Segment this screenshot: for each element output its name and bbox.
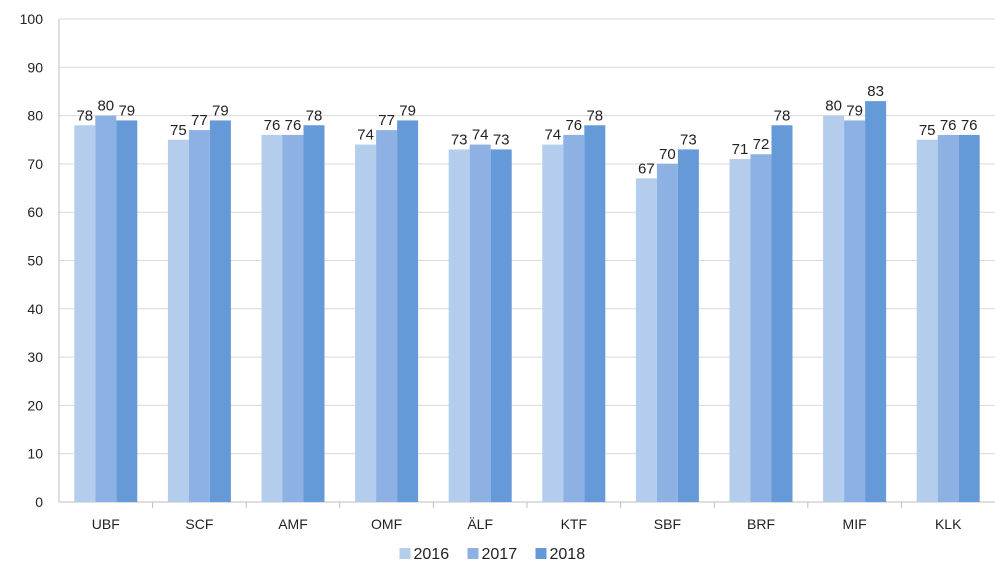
x-tick-label: SBF — [654, 516, 681, 532]
legend-swatch-2017 — [467, 548, 479, 559]
data-label: 74 — [357, 127, 374, 144]
x-tick-label: MIF — [843, 516, 867, 532]
bar-2018-KTF — [584, 125, 606, 502]
data-label: 71 — [732, 141, 749, 158]
bar-2018-BRF — [771, 125, 793, 502]
bar-2016-MIF — [823, 115, 845, 502]
legend-label: 2016 — [414, 546, 450, 563]
bar-2017-KTF — [563, 134, 585, 503]
legend: 2016 2017 2018 — [399, 546, 586, 563]
data-label: 74 — [544, 127, 561, 144]
data-label: 79 — [399, 102, 416, 119]
bar-2018-UBF — [116, 120, 138, 503]
axes: 0 10 20 30 40 50 60 70 80 90 100 UBF SCF AMF OMF ÄLF KTF… — [20, 11, 995, 532]
data-label: 76 — [565, 117, 582, 134]
data-label: 67 — [638, 160, 655, 177]
bar-2018-MIF — [865, 101, 887, 503]
x-tick-label: ÄLF — [467, 516, 493, 532]
bar-2016-UBF — [74, 125, 96, 502]
y-tick-label: 100 — [20, 11, 44, 27]
y-tick-label: 60 — [27, 204, 43, 220]
data-label: 76 — [285, 117, 302, 134]
data-label: 79 — [118, 102, 135, 119]
x-tick-label: KLK — [935, 516, 962, 532]
data-label: 76 — [264, 117, 281, 134]
y-tick-label: 0 — [35, 494, 43, 510]
data-label: 77 — [378, 112, 395, 129]
legend-swatch-2016 — [399, 548, 411, 559]
bar-2018-ÄLF — [490, 149, 512, 502]
bar-2016-ÄLF — [448, 149, 470, 502]
bar-2018-OMF — [397, 120, 419, 503]
legend-swatch-2018 — [535, 548, 547, 559]
x-tick-label: BRF — [747, 516, 775, 532]
data-label: 70 — [659, 146, 676, 163]
bar-2016-SBF — [635, 178, 657, 502]
y-tick-label: 30 — [27, 349, 43, 365]
y-tick-label: 70 — [27, 156, 43, 172]
y-tick-label: 40 — [27, 301, 43, 317]
bar-2016-SCF — [167, 139, 189, 502]
bar-2018-AMF — [303, 125, 325, 502]
data-label: 83 — [867, 83, 884, 100]
data-label: 73 — [680, 131, 697, 148]
bar-2016-KTF — [542, 144, 564, 502]
data-label: 73 — [451, 131, 468, 148]
data-label: 74 — [472, 127, 489, 144]
data-label: 78 — [306, 107, 323, 124]
bar-2016-AMF — [261, 134, 283, 503]
y-tick-label: 80 — [27, 108, 43, 124]
bar-2017-KLK — [937, 134, 959, 503]
legend-label: 2018 — [550, 546, 586, 563]
data-label: 79 — [846, 102, 863, 119]
data-label: 78 — [76, 107, 93, 124]
bar-2017-BRF — [750, 154, 772, 503]
data-label: 75 — [170, 122, 187, 139]
bar-2018-SCF — [209, 120, 231, 503]
data-label: 75 — [919, 122, 936, 139]
bar-2016-BRF — [729, 159, 751, 502]
data-label: 78 — [774, 107, 791, 124]
x-tick-label: SCF — [185, 516, 213, 532]
x-tick-label: KTF — [561, 516, 587, 532]
x-tick-label: AMF — [278, 516, 308, 532]
y-tick-label: 10 — [27, 446, 43, 462]
y-tick-label: 50 — [27, 253, 43, 269]
data-label: 79 — [212, 102, 229, 119]
data-label: 76 — [961, 117, 978, 134]
bar-2017-SBF — [656, 163, 678, 502]
data-label: 80 — [825, 98, 842, 115]
legend-label: 2017 — [482, 546, 518, 563]
bar-2017-MIF — [844, 120, 866, 503]
bar-2017-ÄLF — [469, 144, 491, 502]
bar-2017-AMF — [282, 134, 304, 503]
data-label: 78 — [586, 107, 603, 124]
bar-2017-OMF — [376, 130, 398, 502]
bar-2018-SBF — [677, 149, 699, 502]
x-tick-label: UBF — [92, 516, 120, 532]
bar-2017-SCF — [188, 130, 210, 502]
y-tick-label: 20 — [27, 397, 43, 413]
bar-2016-KLK — [916, 139, 938, 502]
data-label: 73 — [493, 131, 510, 148]
bar-2018-KLK — [958, 134, 980, 503]
bar-2017-UBF — [95, 115, 117, 502]
bar-2016-OMF — [355, 144, 377, 502]
data-label: 72 — [753, 136, 770, 153]
data-label: 80 — [97, 98, 114, 115]
bars — [74, 101, 980, 503]
x-tick-label: OMF — [371, 516, 402, 532]
data-label: 77 — [191, 112, 208, 129]
data-label: 76 — [940, 117, 957, 134]
y-tick-label: 90 — [27, 59, 43, 75]
